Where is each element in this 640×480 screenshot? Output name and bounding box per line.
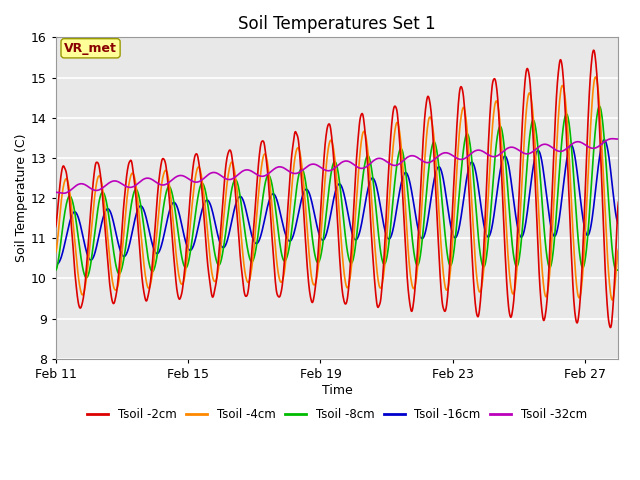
Legend: Tsoil -2cm, Tsoil -4cm, Tsoil -8cm, Tsoil -16cm, Tsoil -32cm: Tsoil -2cm, Tsoil -4cm, Tsoil -8cm, Tsoi… — [83, 403, 591, 426]
X-axis label: Time: Time — [322, 384, 353, 396]
Y-axis label: Soil Temperature (C): Soil Temperature (C) — [15, 134, 28, 262]
Title: Soil Temperatures Set 1: Soil Temperatures Set 1 — [238, 15, 436, 33]
Text: VR_met: VR_met — [64, 42, 117, 55]
